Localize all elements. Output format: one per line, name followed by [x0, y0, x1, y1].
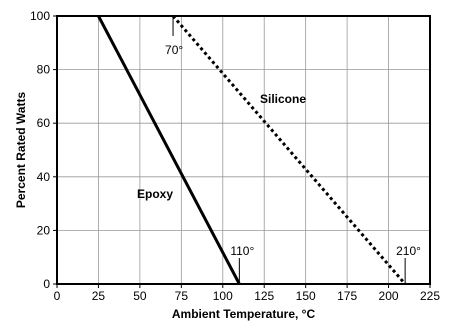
x-tick-label: 0 [54, 289, 61, 303]
x-tick-label: 100 [213, 289, 233, 303]
grid [57, 16, 430, 284]
series-line-epoxy [97, 15, 241, 285]
series-label-silicone: Silicone [260, 92, 306, 106]
x-tick-label: 200 [379, 289, 399, 303]
plot-frame [56, 15, 431, 285]
x-tick-label: 50 [133, 289, 147, 303]
y-tick-label: 60 [37, 116, 51, 130]
series-lines [97, 15, 407, 285]
y-tick-label: 40 [37, 170, 51, 184]
x-axis-title: Ambient Temperature, °C [172, 307, 316, 321]
annotation-label: 110° [230, 244, 254, 258]
axis-ticks: 0 25 50 75 100 125 150 175 200 225 0 20 40 60 80 100 [30, 9, 440, 303]
y-tick-label: 0 [43, 277, 50, 291]
x-tick-label: 25 [92, 289, 106, 303]
x-tick-label: 125 [254, 289, 274, 303]
series-line-silicone [171, 15, 407, 285]
x-tick-label: 75 [175, 289, 189, 303]
x-tick-label: 150 [296, 289, 316, 303]
y-tick-label: 80 [37, 63, 51, 77]
y-axis-title: Percent Rated Watts [14, 92, 28, 209]
annotation-label: 70° [165, 43, 183, 57]
y-tick-label: 100 [30, 9, 50, 23]
x-tick-label: 225 [420, 289, 440, 303]
series-label-epoxy: Epoxy [137, 187, 173, 201]
annotation-label: 210° [396, 244, 421, 258]
series-labels: Epoxy Silicone [137, 92, 306, 201]
y-tick-label: 20 [37, 223, 51, 237]
annotations: 70° 110° 210° [165, 16, 421, 284]
x-tick-label: 175 [337, 289, 357, 303]
